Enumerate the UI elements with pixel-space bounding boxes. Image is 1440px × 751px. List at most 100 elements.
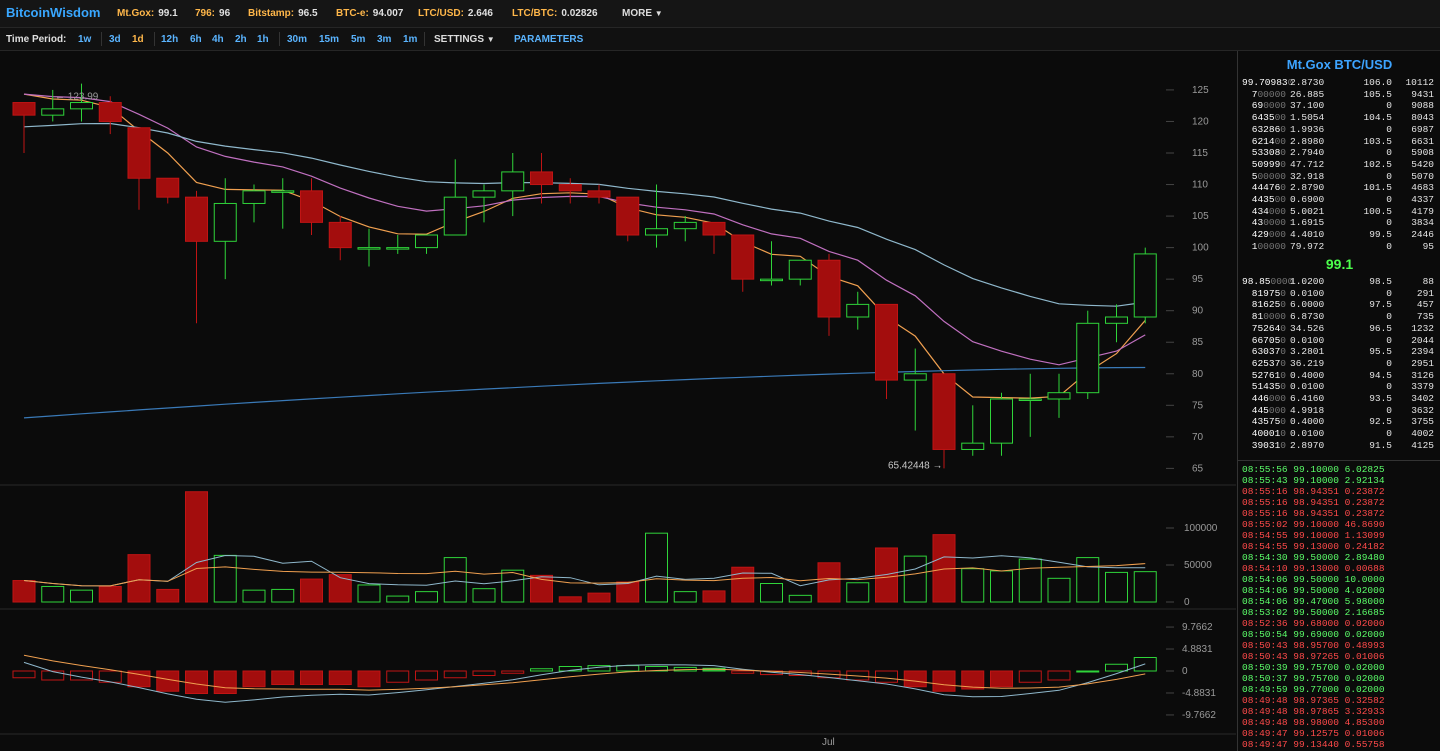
volume-bar: [242, 589, 266, 603]
price-tick-label: 75: [1192, 400, 1204, 411]
bid-row[interactable]: 667050 0.0100 0 2044: [1251, 334, 1434, 346]
period-3m[interactable]: 3m: [377, 34, 392, 45]
volume-bar: [903, 555, 927, 603]
bid-row[interactable]: 98.850000 1.0200 98.5 88: [1242, 276, 1434, 287]
macd-tick-label: 9.7662: [1182, 622, 1213, 633]
ask-row[interactable]: 99.709830 2.8730 106.0 10112: [1242, 77, 1434, 88]
period-1w[interactable]: 1w: [78, 34, 92, 45]
ema-long-line: [23, 93, 1146, 366]
ask-row[interactable]: 443500 0.6900 0 4337: [1251, 194, 1434, 205]
period-15m[interactable]: 15m: [319, 34, 340, 45]
price-tick-label: 115: [1192, 148, 1208, 159]
ask-row[interactable]: 429000 4.4010 99.5 2446: [1251, 229, 1434, 241]
ask-row[interactable]: 430000 1.6915 0 3834: [1251, 217, 1434, 229]
moving-average-lines: [23, 93, 1146, 419]
macd-bar: [12, 670, 36, 679]
macd-bar: [932, 670, 956, 692]
period-30m[interactable]: 30m: [287, 34, 308, 45]
period-3d[interactable]: 3d: [109, 34, 121, 45]
period-1h[interactable]: 1h: [257, 34, 269, 45]
bid-row[interactable]: 819750 0.0100 0 291: [1251, 287, 1434, 299]
period-1d[interactable]: 1d: [132, 34, 144, 45]
ask-row[interactable]: 690000 37.100 0 9088: [1251, 100, 1434, 112]
ask-row[interactable]: 632860 1.9936 0 6987: [1251, 123, 1434, 135]
bid-row[interactable]: 630370 3.2801 95.5 2394: [1251, 346, 1434, 358]
macd-bar: [875, 670, 898, 683]
brand-logo[interactable]: BitcoinWisdom: [6, 5, 101, 20]
volume-bar: [961, 568, 985, 603]
bid-row[interactable]: 445000 4.9918 0 3632: [1251, 404, 1434, 416]
ask-row[interactable]: 444760 2.8790 101.5 4683: [1251, 182, 1434, 194]
ask-row[interactable]: 509990 47.712 102.5 5420: [1251, 158, 1434, 170]
price-tick-label: 120: [1192, 116, 1209, 127]
volume-bar: [846, 582, 870, 603]
bid-row[interactable]: 527610 0.4000 94.5 3126: [1251, 369, 1434, 381]
period-12h[interactable]: 12h: [161, 34, 179, 45]
period-1m[interactable]: 1m: [403, 34, 418, 45]
ticker-mtgox[interactable]: Mt.Gox: 99.1: [117, 8, 178, 19]
price-tick-label: 125: [1192, 85, 1209, 96]
volume-bar: [817, 562, 841, 603]
orderbook-title: Mt.Gox BTC/USD: [1286, 57, 1393, 72]
more-menu[interactable]: MORE ▼: [622, 8, 663, 19]
volume-bar: [990, 570, 1013, 603]
candle-body: [932, 373, 956, 450]
macd-signal-line: [23, 654, 1146, 691]
trade-row: 08:55:16 98.94351 0.23872: [1242, 486, 1385, 497]
bid-row[interactable]: 435750 0.4000 92.5 3755: [1251, 416, 1434, 428]
period-5m[interactable]: 5m: [351, 34, 366, 45]
ticker-ltcusd[interactable]: LTC/USD: 2.646: [418, 8, 493, 19]
ask-row[interactable]: 700000 26.885 105.5 9431: [1251, 88, 1434, 100]
trade-row: 08:52:36 99.68000 0.02000: [1242, 618, 1385, 629]
ask-row[interactable]: 100000 79.972 0 95: [1251, 240, 1434, 252]
macd-bar: [616, 665, 640, 672]
volume-bar: [156, 588, 180, 603]
candle-body: [213, 202, 237, 242]
period-4h[interactable]: 4h: [212, 34, 224, 45]
macd-panel: [12, 654, 1157, 703]
bid-row[interactable]: 390310 2.8970 91.5 4125: [1251, 439, 1434, 451]
bid-row[interactable]: 400010 0.0100 0 4002: [1251, 428, 1434, 440]
last-price: 99.1: [1325, 256, 1354, 272]
bid-row[interactable]: 810000 6.8730 0 735: [1251, 311, 1434, 323]
period-2h[interactable]: 2h: [235, 34, 247, 45]
ticker-bitstamp[interactable]: Bitstamp: 96.5: [248, 8, 318, 19]
volume-bar: [702, 590, 726, 603]
macd-bar: [386, 670, 410, 683]
price-chart[interactable]: 65 70 75 80 85 90 95 100 105 110 115 120 125 ← 123.99…: [0, 51, 1236, 751]
candle-body: [242, 190, 266, 204]
volume-avg-long-line: [23, 563, 1146, 587]
ticker-796[interactable]: 796: 96: [195, 8, 231, 19]
bid-row[interactable]: 514350 0.0100 0 3379: [1251, 381, 1434, 393]
ask-row[interactable]: 643500 1.5054 104.5 8043: [1251, 112, 1434, 124]
bid-row[interactable]: 816250 6.0000 97.5 457: [1251, 299, 1434, 311]
settings-menu[interactable]: SETTINGS ▼: [434, 34, 495, 45]
bid-row[interactable]: 625370 36.219 0 2951: [1251, 357, 1434, 369]
ticker-btce[interactable]: BTC-e: 94.007: [336, 8, 404, 19]
candle-body: [300, 190, 323, 223]
trade-row: 08:54:06 99.47000 5.98000: [1242, 596, 1385, 607]
trade-row: 08:54:10 99.13000 0.00688: [1242, 563, 1385, 574]
trade-history: 08:55:56 99.10000 6.02825 08:55:43 99.100…: [1238, 460, 1440, 750]
ticker-ltcbtc[interactable]: LTC/BTC: 0.02826: [512, 8, 598, 19]
ask-row[interactable]: 533080 2.7940 0 5908: [1251, 147, 1434, 159]
ask-row[interactable]: 621400 2.8980 103.5 6631: [1251, 135, 1434, 147]
candle-body: [156, 177, 180, 198]
bid-row[interactable]: 752640 34.526 96.5 1232: [1251, 322, 1434, 334]
ask-row[interactable]: 500000 32.918 0 5070: [1251, 170, 1434, 182]
candle-body: [98, 102, 122, 122]
candle-body: [1018, 398, 1042, 401]
price-tick-label: 110: [1192, 180, 1208, 191]
period-6h[interactable]: 6h: [190, 34, 202, 45]
parameters-button[interactable]: PARAMETERS: [514, 34, 584, 45]
candle-body: [875, 303, 898, 381]
candle-body: [41, 108, 65, 116]
volume-bar: [501, 569, 525, 603]
trade-row: 08:49:48 98.97865 3.32933: [1242, 706, 1385, 717]
bid-row[interactable]: 446000 6.4160 93.5 3402: [1251, 393, 1434, 404]
volume-bar: [12, 580, 36, 603]
trade-row: 08:55:56 99.10000 6.02825: [1242, 464, 1385, 475]
volume-avg-short-line: [23, 554, 1146, 587]
divider: [279, 32, 280, 46]
ask-row[interactable]: 434000 5.0021 100.5 4179: [1251, 205, 1434, 217]
